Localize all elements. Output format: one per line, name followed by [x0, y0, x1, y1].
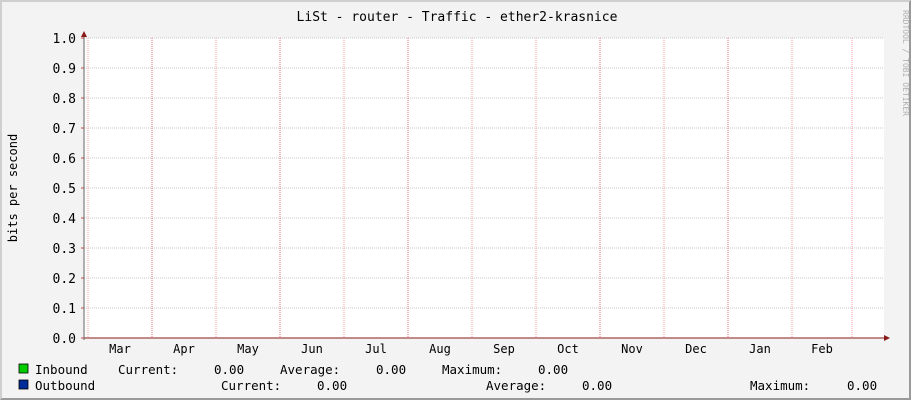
legend-swatch-outbound — [18, 379, 29, 390]
x-axis-arrow — [884, 335, 890, 341]
legend-average-label: Average: — [280, 362, 340, 377]
y-tick-label: 0.6 — [53, 152, 76, 167]
legend-average-value: 0.00 — [582, 378, 612, 393]
legend-maximum-label: Maximum: — [442, 362, 502, 377]
x-tick-label: Aug — [429, 342, 451, 356]
legend-current-label: Current: — [118, 362, 178, 377]
y-axis-arrow — [81, 31, 87, 37]
legend-series-name: Inbound — [35, 362, 88, 377]
y-tick-label: 0.2 — [53, 272, 76, 287]
legend-current-value: 0.00 — [214, 362, 244, 377]
watermark: RRDTOOL / TOBI OETIKER — [901, 10, 910, 116]
x-tick-label: Jul — [365, 342, 387, 356]
x-tick-label: Jan — [749, 342, 771, 356]
y-axis-label: bits per second — [6, 134, 20, 242]
x-tick-label: Mar — [109, 342, 131, 356]
y-tick-label: 0.4 — [53, 212, 77, 227]
legend-series-name: Outbound — [35, 378, 95, 393]
y-tick-label: 0.1 — [53, 302, 76, 317]
x-tick-label: Sep — [493, 342, 515, 356]
x-tick-label: Jun — [301, 342, 323, 356]
chart-title: LiSt - router - Traffic - ether2-krasnic… — [297, 10, 618, 25]
y-tick-label: 0.3 — [53, 242, 76, 257]
x-tick-label: May — [237, 342, 259, 356]
y-tick-label: 0.7 — [53, 122, 76, 137]
legend-swatch-inbound — [18, 363, 29, 374]
y-tick-label: 1.0 — [53, 32, 76, 47]
legend-average-label: Average: — [486, 378, 546, 393]
legend-maximum-label: Maximum: — [750, 378, 810, 393]
legend-current-value: 0.00 — [317, 378, 347, 393]
y-tick-label: 0.9 — [53, 62, 76, 77]
x-tick-label: Nov — [621, 342, 643, 356]
x-tick-label: Feb — [811, 342, 833, 356]
y-tick-label: 0.5 — [53, 182, 76, 197]
x-tick-label: Oct — [557, 342, 579, 356]
x-tick-label: Dec — [685, 342, 707, 356]
legend-current-label: Current: — [221, 378, 281, 393]
legend-average-value: 0.00 — [376, 362, 406, 377]
legend-maximum-value: 0.00 — [538, 362, 568, 377]
x-tick-label: Apr — [173, 342, 195, 356]
y-tick-label: 0.8 — [53, 92, 76, 107]
y-tick-label: 0.0 — [53, 332, 76, 347]
legend-maximum-value: 0.00 — [847, 378, 877, 393]
